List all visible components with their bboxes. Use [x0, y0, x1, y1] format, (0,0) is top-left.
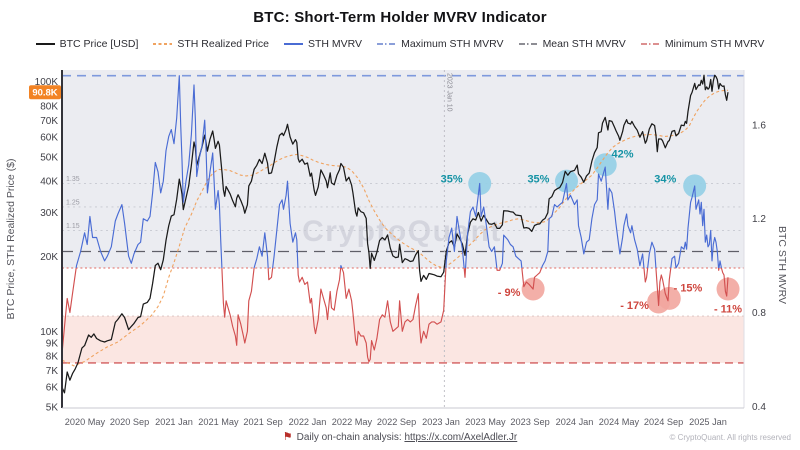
x-tick-2023-Jan: 2023 Jan [422, 417, 460, 427]
right-axis-title: BTC STH MVRV [776, 226, 788, 304]
legend-marker-icon [518, 42, 538, 46]
left-tick-60K: 60K [40, 133, 58, 144]
gridline-label: 1.35 [66, 176, 80, 183]
x-tick-2024-Jan: 2024 Jan [556, 417, 594, 427]
x-tick-2021-Sep: 2021 Sep [243, 417, 282, 427]
peak-circle-42 [593, 153, 617, 177]
legend-label: STH MVRV [308, 38, 363, 50]
legend-item-minimum-sth-mvrv[interactable]: Minimum STH MVRV [640, 38, 765, 50]
peak-label-34: 34% [654, 173, 676, 185]
footer-text: Daily on-chain analysis: [296, 432, 405, 443]
left-tick-9K: 9K [46, 339, 59, 350]
legend-label: STH Realized Price [177, 38, 269, 50]
footer-link[interactable]: https://x.com/AxelAdler.Jr [404, 432, 518, 443]
left-tick-30K: 30K [40, 208, 58, 219]
left-tick-8K: 8K [46, 351, 59, 362]
legend-label: Mean STH MVRV [542, 38, 626, 50]
x-tick-2023-Sep: 2023 Sep [510, 417, 549, 427]
legend-marker-icon [35, 42, 55, 46]
above-unity-band [62, 70, 744, 268]
legend-item-sth-mvrv[interactable]: STH MVRV [284, 38, 362, 50]
legend-marker-icon [153, 42, 173, 46]
latest-price-badge [29, 85, 61, 100]
peak-label-35: 35% [441, 173, 463, 185]
x-tick-2024-Sep: 2024 Sep [644, 417, 683, 427]
right-tick-1.6: 1.6 [752, 120, 766, 131]
left-tick-80K: 80K [40, 101, 58, 112]
left-tick-20K: 20K [40, 252, 58, 263]
left-tick-50K: 50K [40, 153, 58, 164]
sth-mvrv-series-below [62, 267, 729, 363]
x-tick-2023-May: 2023 May [465, 417, 506, 427]
trough-label-15: - 15% [674, 282, 703, 294]
chart-legend: BTC Price [USD] STH Realized Price STH MVR… [0, 38, 800, 50]
legend-item-sth-realized-price[interactable]: STH Realized Price [153, 38, 269, 50]
left-tick-6K: 6K [46, 383, 59, 394]
right-tick-1.2: 1.2 [752, 214, 766, 225]
legend-item-btc-price-usd-[interactable]: BTC Price [USD] [35, 38, 139, 50]
flag-icon: ⚑ [282, 431, 293, 443]
trough-label-9: - 9% [498, 287, 521, 299]
legend-marker-icon [640, 42, 660, 46]
x-tick-2021-Jan: 2021 Jan [155, 417, 193, 427]
left-tick-70K: 70K [40, 116, 58, 127]
left-tick-10K: 10K [40, 327, 58, 338]
chart-title: BTC: Short-Term Holder MVRV Indicator [253, 9, 547, 26]
gridline-label: 1.25 [66, 199, 80, 206]
legend-label: Minimum STH MVRV [664, 38, 765, 50]
sth-mvrv-series-above [75, 75, 723, 268]
legend-label: BTC Price [USD] [59, 38, 139, 50]
left-axis-title: BTC Price, STH Realized Price ($) [5, 158, 17, 319]
x-tick-2024-May: 2024 May [599, 417, 640, 427]
event-marker-label: 2023 Jan 10 [445, 73, 452, 112]
trough-label-11: - 11% [714, 303, 742, 315]
left-tick-40K: 40K [40, 177, 58, 188]
latest-price-badge-label: 90.8K [32, 88, 57, 99]
copyright-text: © CryptoQuant. All rights reserved [669, 433, 792, 442]
left-tick-100K: 100K [35, 77, 59, 88]
x-tick-2021-May: 2021 May [198, 417, 239, 427]
right-tick-0.8: 0.8 [752, 308, 766, 319]
legend-item-mean-sth-mvrv[interactable]: Mean STH MVRV [518, 38, 626, 50]
x-tick-2020-Sep: 2020 Sep [110, 417, 149, 427]
left-tick-5K: 5K [46, 403, 59, 414]
legend-label: Maximum STH MVRV [401, 38, 504, 50]
footer-note: ⚑ Daily on-chain analysis: https://x.com/… [0, 430, 800, 443]
gridline-label: 1.15 [66, 223, 80, 230]
x-tick-2025-Jan: 2025 Jan [689, 417, 727, 427]
left-tick-7K: 7K [46, 366, 59, 377]
trough-label-17: - 17% [620, 300, 649, 312]
right-tick-0.4: 0.4 [752, 402, 766, 413]
x-tick-2022-Jan: 2022 Jan [289, 417, 327, 427]
trough-circle-15 [657, 286, 681, 310]
x-tick-2020-May: 2020 May [65, 417, 106, 427]
x-tick-2022-Sep: 2022 Sep [377, 417, 416, 427]
x-tick-2022-May: 2022 May [332, 417, 373, 427]
legend-marker-icon [377, 42, 397, 46]
legend-marker-icon [284, 42, 303, 46]
peak-label-35: 35% [527, 173, 549, 185]
legend-item-maximum-sth-mvrv[interactable]: Maximum STH MVRV [377, 38, 504, 50]
trough-circle-11 [716, 277, 740, 301]
capitulation-band [62, 316, 744, 363]
peak-label-42: 42% [612, 149, 634, 161]
